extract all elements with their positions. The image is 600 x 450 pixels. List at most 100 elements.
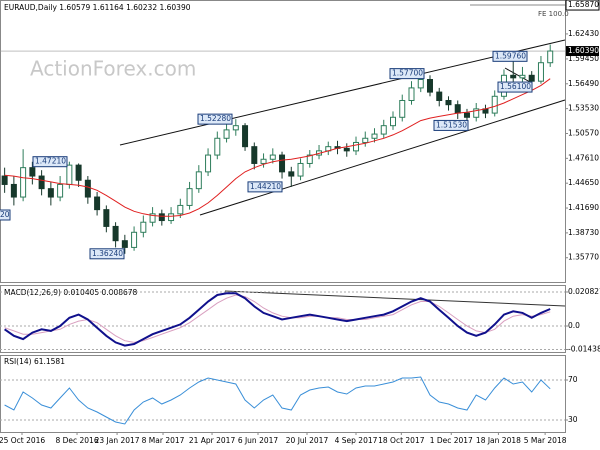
series-line (4, 294, 551, 343)
annotation-box (389, 68, 425, 80)
candle-body (528, 74, 535, 82)
x-tick-label: 25 Oct 2016 (0, 436, 45, 445)
fe-level-label: 1.65870 (568, 0, 599, 9)
x-tick-label: 1 Dec 2017 (430, 436, 473, 445)
candle-body (168, 213, 175, 222)
y-tick-label: 1.56490 (568, 79, 599, 88)
x-tick-label: 8 Dec 2016 (55, 436, 98, 445)
candle-body (436, 91, 443, 101)
candle-body (186, 188, 193, 206)
candle-body (66, 164, 73, 185)
y-tick-label: 1.44650 (568, 178, 599, 187)
candle-body (279, 154, 286, 173)
candle-body (288, 171, 295, 177)
annotation-box (89, 248, 125, 260)
x-tick-label: 4 Sep 2017 (335, 436, 378, 445)
candle-body (426, 79, 433, 93)
y-tick-label: 1.47610 (568, 153, 599, 162)
candle-body (519, 74, 526, 79)
series-line (4, 78, 551, 217)
candle-body (47, 188, 54, 198)
candle-body (103, 209, 110, 227)
candle-body (84, 179, 91, 198)
annotation-box (0, 209, 11, 221)
annotation-label: 1.51530 (436, 120, 467, 129)
macd-trend-line (224, 290, 566, 307)
annotation-box (433, 119, 469, 131)
candle-body (260, 158, 267, 164)
annotation-box (247, 181, 283, 193)
candle-body (390, 116, 397, 127)
y-tick-label: 1.50570 (568, 128, 599, 137)
x-tick-label: 20 Jul 2017 (286, 436, 329, 445)
candle-body (195, 171, 202, 190)
candle-body (57, 183, 64, 198)
y-tick-label: -0.014386 (568, 345, 600, 354)
candle-body (94, 196, 101, 211)
candle-body (75, 164, 82, 181)
x-tick-label: 18 Jan 2018 (476, 436, 521, 445)
candle-body (417, 79, 424, 89)
fe-level-box (565, 0, 600, 11)
annotation-label: 1.47210 (35, 157, 66, 166)
candle-body (445, 99, 452, 106)
candle-body (121, 240, 128, 248)
watermark: ActionForex.com (30, 57, 196, 81)
last-price-box (566, 46, 599, 57)
y-tick-label: 70 (568, 375, 578, 384)
candle-body (158, 213, 165, 222)
candle-body (371, 133, 378, 139)
candle-body (29, 167, 36, 177)
candle-body (454, 104, 461, 114)
y-tick-label: 1.53530 (568, 104, 599, 113)
candle-body (177, 204, 184, 215)
y-tick-label: 1.59450 (568, 54, 599, 63)
candle-body (306, 154, 313, 164)
y-tick-label: 0.020827 (568, 287, 600, 296)
y-tick-label: 1.38730 (568, 228, 599, 237)
annotation-box (497, 81, 533, 93)
y-tick-label: 1.62430 (568, 29, 599, 38)
candle-body (463, 112, 470, 118)
candle-body (251, 146, 258, 164)
x-tick-label: 5 Mar 2018 (524, 436, 567, 445)
candle-body (297, 162, 304, 177)
candle-body (214, 137, 221, 156)
annotation-label: 1.52280 (200, 114, 231, 123)
annotation-box (492, 50, 528, 62)
trend-line (119, 39, 566, 146)
candle-body (131, 231, 138, 248)
y-tick-label: 1.41690 (568, 203, 599, 212)
candle-body (353, 141, 360, 152)
candle-body (491, 95, 498, 114)
candle-body (547, 50, 554, 64)
fe-level-name: FE 100.0 (538, 10, 569, 18)
candle-body (242, 125, 249, 148)
candle-body (408, 87, 415, 101)
y-tick-label: 30 (568, 415, 578, 424)
x-tick-label: 21 Apr 2017 (189, 436, 236, 445)
x-tick-label: 18 Oct 2017 (378, 436, 425, 445)
price-panel (0, 0, 566, 283)
annotation-label: 1.56100 (500, 82, 531, 91)
series-line (4, 292, 551, 347)
series-line (4, 376, 551, 425)
candle-body (20, 167, 27, 198)
candle-body (205, 154, 212, 173)
candle-body (269, 154, 276, 160)
macd-panel (0, 285, 566, 353)
x-tick-label: 8 Mar 2017 (142, 436, 185, 445)
annotation-label: 1.59760 (495, 51, 526, 60)
annotation-box (32, 156, 68, 168)
candle-body (343, 147, 350, 152)
trend-line (504, 67, 531, 83)
y-tick-label: 1.35770 (568, 253, 599, 262)
chart-title: EURAUD,Daily 1.60579 1.61164 1.60232 1.6… (4, 3, 191, 12)
candle-body (38, 175, 45, 190)
candle-body (380, 125, 387, 135)
annotation-label: 1.57700 (392, 69, 423, 78)
x-tick-label: 6 Jun 2017 (238, 436, 279, 445)
rsi-title: RSI(14) 61.1581 (4, 357, 65, 366)
